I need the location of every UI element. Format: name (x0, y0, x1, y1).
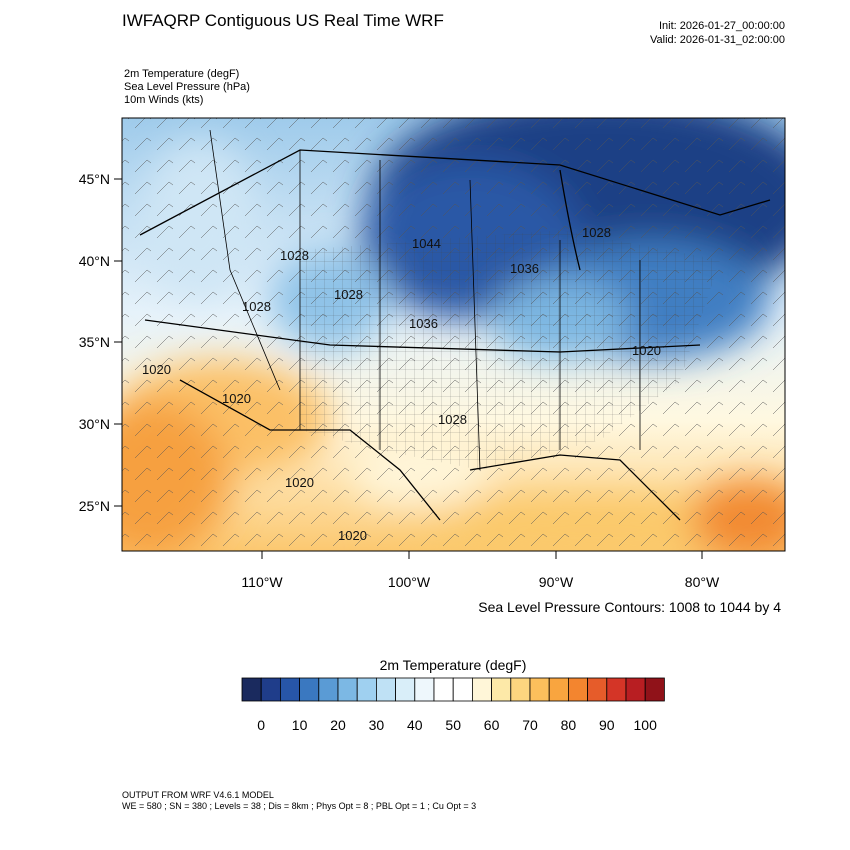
colorbar-label: 80 (561, 717, 577, 733)
colorbar-title: 2m Temperature (degF) (380, 657, 527, 673)
colorbar-label: 30 (369, 717, 385, 733)
colorbar-swatch (337, 677, 358, 702)
colorbar-swatch (606, 677, 627, 702)
contour-label: 1028 (280, 248, 309, 263)
init-time: Init: 2026-01-27_00:00:00 (659, 20, 785, 32)
colorbar-swatch (625, 677, 646, 702)
contour-label: 1020 (338, 528, 367, 543)
colorbar-swatch (279, 677, 300, 702)
footer-line: WE = 580 ; SN = 380 ; Levels = 38 ; Dis … (122, 801, 476, 811)
map-field (122, 118, 785, 551)
lat-label: 35°N (79, 334, 110, 350)
colorbar-swatch (587, 677, 608, 702)
field-label: Sea Level Pressure (hPa) (124, 81, 250, 93)
colorbar-label: 40 (407, 717, 423, 733)
colorbar-label: 90 (599, 717, 615, 733)
colorbar-label: 60 (484, 717, 500, 733)
colorbar-swatch (491, 677, 512, 702)
colorbar: 0 10 20 30 40 50 60 70 80 90 100 (241, 677, 665, 733)
colorbar-swatch (299, 677, 320, 702)
contour-labels: 1028 1044 1036 1028 1028 1028 1036 1020 … (142, 225, 661, 543)
colorbar-swatch (548, 677, 569, 702)
contour-label: 1044 (412, 236, 441, 251)
colorbar-swatch (452, 677, 473, 702)
contour-label: 1036 (409, 316, 438, 331)
lon-label: 80°W (685, 574, 720, 590)
contour-label: 1020 (632, 343, 661, 358)
colorbar-swatch (471, 677, 492, 702)
field-label: 10m Winds (kts) (124, 94, 203, 106)
contour-label: 1028 (242, 299, 271, 314)
lat-axis: 45°N 40°N 35°N 30°N 25°N (79, 171, 122, 514)
contour-label: 1028 (438, 412, 467, 427)
footer-line: OUTPUT FROM WRF V4.6.1 MODEL (122, 790, 274, 800)
colorbar-label: 0 (257, 717, 265, 733)
contour-label: 1020 (285, 475, 314, 490)
colorbar-label: 70 (522, 717, 538, 733)
colorbar-swatch (529, 677, 550, 702)
lon-label: 90°W (539, 574, 574, 590)
colorbar-swatch (510, 677, 531, 702)
lat-label: 40°N (79, 253, 110, 269)
colorbar-label: 100 (634, 717, 658, 733)
colorbar-swatch (568, 677, 589, 702)
contour-label: 1020 (142, 362, 171, 377)
lat-label: 30°N (79, 416, 110, 432)
valid-time: Valid: 2026-01-31_02:00:00 (650, 34, 785, 46)
colorbar-swatch (375, 677, 396, 702)
lat-label: 25°N (79, 498, 110, 514)
contour-caption: Sea Level Pressure Contours: 1008 to 104… (478, 599, 781, 615)
colorbar-swatch (644, 677, 665, 702)
field-label: 2m Temperature (degF) (124, 68, 239, 80)
colorbar-swatch (241, 677, 262, 702)
lon-label: 100°W (388, 574, 431, 590)
lon-axis: 110°W 100°W 90°W 80°W (241, 551, 720, 590)
contour-label: 1020 (222, 391, 251, 406)
colorbar-swatch (318, 677, 339, 702)
colorbar-label: 20 (330, 717, 346, 733)
colorbar-label: 50 (445, 717, 461, 733)
lon-label: 110°W (241, 574, 283, 590)
contour-label: 1028 (582, 225, 611, 240)
map-frame (121, 117, 786, 552)
title: IWFAQRP Contiguous US Real Time WRF (122, 11, 444, 30)
colorbar-label: 10 (292, 717, 308, 733)
colorbar-swatch (395, 677, 416, 702)
colorbar-swatch (414, 677, 435, 702)
contour-label: 1028 (334, 287, 363, 302)
colorbar-swatch (356, 677, 377, 702)
lat-label: 45°N (79, 171, 110, 187)
colorbar-swatch (260, 677, 281, 702)
colorbar-swatch (433, 677, 454, 702)
contour-label: 1036 (510, 261, 539, 276)
